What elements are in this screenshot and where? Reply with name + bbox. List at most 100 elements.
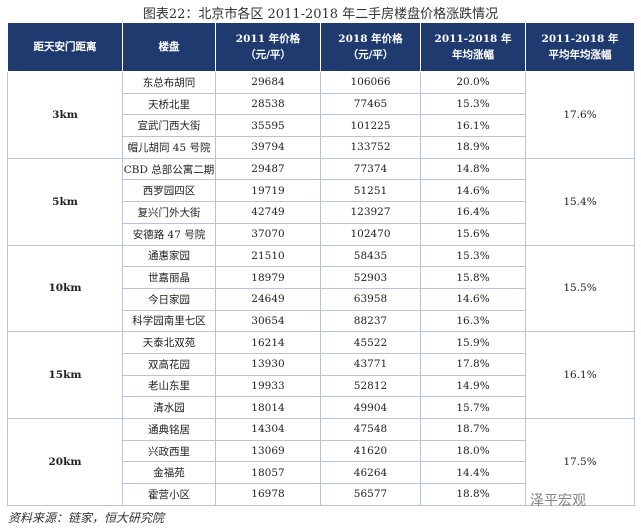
table-row: 3km 东总布胡同 29684 106066 20.0% 17.6% xyxy=(7,71,635,159)
value-cell: 30654 xyxy=(215,309,321,333)
column-header: 2018 年价格 （元/平） xyxy=(320,22,421,72)
table-row: 世嘉丽晶 18979 52903 15.8% xyxy=(8,266,635,289)
estate-cell: 今日家园 xyxy=(122,287,216,311)
value-cell: 14.9% xyxy=(420,374,526,398)
value-cell: 52812 xyxy=(320,374,421,398)
header-line: 2011-2018 年 xyxy=(434,33,512,45)
estate-cell: 宣武门西大街 xyxy=(122,114,216,138)
table-row: 20km 通典铭居 14304 47548 18.7% 17.5% xyxy=(7,418,635,506)
header-line: （元/平） xyxy=(347,49,394,61)
value-cell: 123927 xyxy=(320,201,421,224)
value-cell: 51251 xyxy=(320,179,421,203)
value-cell: 43771 xyxy=(320,352,421,376)
header-line: 年均涨幅 xyxy=(452,49,494,61)
table-row: 安德路 47 号院 37070 102470 15.6% xyxy=(8,222,635,246)
table-row: 帽儿胡同 45 号院 39794 133752 18.9% xyxy=(8,136,635,159)
value-cell: 19933 xyxy=(215,374,321,398)
value-cell: 133752 xyxy=(320,136,421,159)
value-cell: 14.8% xyxy=(420,157,526,181)
value-cell: 15.3% xyxy=(420,244,526,268)
watermark: 泽平宏观 xyxy=(530,493,586,509)
value-cell: 102470 xyxy=(320,222,421,246)
average-cell: 17.6% xyxy=(525,71,635,159)
value-cell: 37070 xyxy=(215,222,321,246)
value-cell: 18057 xyxy=(215,461,321,485)
column-header: 2011-2018 年平均年均涨幅 xyxy=(525,22,635,72)
column-header: 楼盘 xyxy=(122,22,216,72)
value-cell: 15.9% xyxy=(420,331,526,354)
value-cell: 39794 xyxy=(215,136,321,159)
table-row: 15km 天泰北双苑 16214 45522 15.9% 16.1% xyxy=(7,331,635,419)
value-cell: 15.7% xyxy=(420,396,526,419)
value-cell: 16978 xyxy=(215,483,321,506)
estate-cell: 世嘉丽晶 xyxy=(122,266,216,289)
value-cell: 101225 xyxy=(320,114,421,138)
value-cell: 42749 xyxy=(215,201,321,224)
table-row: 科学园南里七区 30654 88237 16.3% xyxy=(8,309,635,333)
distance-cell: 3km xyxy=(7,71,123,159)
value-cell: 46264 xyxy=(320,461,421,485)
value-cell: 88237 xyxy=(320,309,421,333)
header-line: 平均年均涨幅 xyxy=(548,49,612,61)
estate-cell: 西罗园四区 xyxy=(122,179,216,203)
value-cell: 29684 xyxy=(215,71,321,94)
value-cell: 63958 xyxy=(320,287,421,311)
distance-cell: 10km xyxy=(7,244,123,333)
table-row: 清水园 18014 49904 15.7% xyxy=(8,396,635,419)
value-cell: 14.6% xyxy=(420,179,526,203)
value-cell: 16.1% xyxy=(420,114,526,138)
value-cell: 18.8% xyxy=(420,483,526,506)
distance-cell: 20km xyxy=(7,418,123,506)
average-cell: 15.5% xyxy=(525,244,635,333)
column-header: 距天安门距离 xyxy=(7,22,123,72)
table-row: 宣武门西大街 35595 101225 16.1% xyxy=(8,114,635,138)
estate-cell: 复兴门外大街 xyxy=(122,201,216,224)
value-cell: 56577 xyxy=(320,483,421,506)
estate-cell: 安德路 47 号院 xyxy=(122,222,216,246)
column-header: 2011 年价格 （元/平） xyxy=(215,22,321,72)
table-row: 金福苑 18057 46264 14.4% xyxy=(8,461,635,485)
estate-cell: CBD 总部公寓二期 xyxy=(122,157,216,181)
table-row: 5km CBD 总部公寓二期 29487 77374 14.8% 15.4% xyxy=(7,157,635,246)
value-cell: 18.7% xyxy=(420,418,526,441)
table-row: 西罗园四区 19719 51251 14.6% xyxy=(8,179,635,203)
column-header: 2011-2018 年年均涨幅 xyxy=(420,22,526,72)
value-cell: 41620 xyxy=(320,439,421,463)
value-cell: 77465 xyxy=(320,92,421,116)
value-cell: 35595 xyxy=(215,114,321,138)
value-cell: 15.8% xyxy=(420,266,526,289)
table-row: 10km 通惠家园 21510 58435 15.3% 15.5% xyxy=(7,244,635,333)
header-line: 2018 年价格 xyxy=(338,33,403,45)
average-cell: 15.4% xyxy=(525,157,635,246)
value-cell: 77374 xyxy=(320,157,421,181)
estate-cell: 帽儿胡同 45 号院 xyxy=(122,136,216,159)
value-cell: 16.4% xyxy=(420,201,526,224)
header-line: 2011-2018 年 xyxy=(541,33,619,45)
value-cell: 14304 xyxy=(215,418,321,441)
value-cell: 16.3% xyxy=(420,309,526,333)
price-table: 距天安门距离 楼盘 2011 年价格 （元/平） 2018 年价格 （元/平） 2011-2… xyxy=(7,22,635,506)
estate-cell: 兴政西里 xyxy=(122,439,216,463)
table-row: 复兴门外大街 42749 123927 16.4% xyxy=(8,201,635,224)
value-cell: 47548 xyxy=(320,418,421,441)
value-cell: 21510 xyxy=(215,244,321,268)
value-cell: 52903 xyxy=(320,266,421,289)
value-cell: 14.6% xyxy=(420,287,526,311)
value-cell: 17.8% xyxy=(420,352,526,376)
value-cell: 13069 xyxy=(215,439,321,463)
value-cell: 19719 xyxy=(215,179,321,203)
average-cell: 16.1% xyxy=(525,331,635,419)
estate-cell: 清水园 xyxy=(122,396,216,419)
title: 图表22：北京市各区 2011-2018 年二手房楼盘价格涨跌情况 xyxy=(142,7,499,22)
table-row: 双高花园 13930 43771 17.8% xyxy=(8,352,635,376)
distance-cell: 5km xyxy=(7,157,123,246)
header-line: 距天安门距离 xyxy=(33,41,97,53)
table-row: 兴政西里 13069 41620 18.0% xyxy=(8,439,635,463)
value-cell: 29487 xyxy=(215,157,321,181)
value-cell: 13930 xyxy=(215,352,321,376)
estate-cell: 金福苑 xyxy=(122,461,216,485)
value-cell: 18014 xyxy=(215,396,321,419)
table-row: 霍营小区 16978 56577 18.8% xyxy=(8,483,635,506)
estate-cell: 天泰北双苑 xyxy=(122,331,216,354)
value-cell: 15.6% xyxy=(420,222,526,246)
